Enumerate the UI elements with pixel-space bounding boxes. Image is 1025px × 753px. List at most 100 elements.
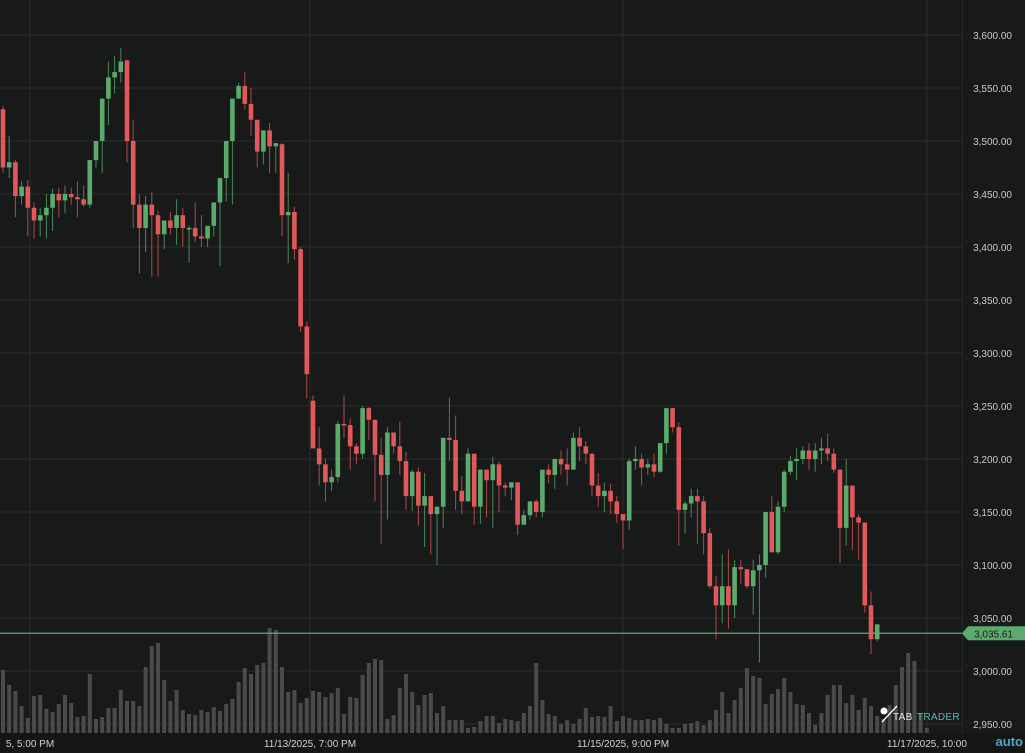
candle[interactable] [118, 47, 124, 83]
candle[interactable] [62, 185, 68, 214]
candle[interactable] [750, 559, 756, 615]
candle[interactable] [471, 453, 477, 525]
candle[interactable] [285, 172, 291, 263]
candle[interactable] [589, 453, 595, 497]
candle[interactable] [509, 482, 514, 501]
candle[interactable] [329, 469, 334, 491]
candle[interactable] [620, 514, 626, 550]
candle[interactable] [583, 440, 589, 465]
candle[interactable] [800, 446, 806, 465]
candle[interactable] [335, 420, 341, 483]
candle[interactable] [56, 187, 62, 218]
candle[interactable] [676, 421, 682, 546]
candle[interactable] [31, 202, 37, 239]
candle[interactable] [639, 453, 644, 486]
candle[interactable] [434, 506, 440, 565]
candle[interactable] [174, 199, 179, 245]
candle[interactable] [378, 437, 384, 544]
candle[interactable] [323, 459, 328, 502]
candle[interactable] [546, 464, 551, 484]
candle[interactable] [769, 496, 775, 553]
candle[interactable] [478, 469, 483, 524]
candle[interactable] [354, 443, 359, 465]
time-axis[interactable]: 5, 5:00 PM 11/13/2025, 7:00 PM 11/15/2025,… [6, 739, 968, 750]
candle[interactable] [267, 122, 272, 173]
candle[interactable] [825, 433, 830, 462]
candle[interactable] [143, 196, 148, 253]
candle-series[interactable] [0, 47, 880, 663]
candle[interactable] [409, 469, 415, 511]
candle[interactable] [819, 437, 824, 465]
candle[interactable] [447, 397, 452, 462]
candle[interactable] [558, 450, 564, 475]
candle[interactable] [81, 185, 86, 207]
candle[interactable] [577, 427, 582, 462]
candle[interactable] [223, 141, 229, 202]
candle[interactable] [242, 72, 248, 110]
candle[interactable] [230, 98, 235, 205]
candle[interactable] [850, 485, 855, 551]
candle[interactable] [149, 191, 155, 277]
candle[interactable] [862, 522, 868, 613]
candle[interactable] [261, 130, 266, 165]
candle[interactable] [341, 395, 347, 438]
candle[interactable] [670, 408, 675, 433]
candle[interactable] [788, 455, 793, 475]
candle[interactable] [794, 448, 799, 481]
candle[interactable] [192, 202, 198, 242]
candle[interactable] [614, 496, 620, 523]
candle[interactable] [465, 448, 471, 502]
candle[interactable] [806, 443, 812, 470]
auto-scale-button[interactable]: auto [995, 734, 1023, 749]
candle[interactable] [527, 501, 533, 520]
candle[interactable] [292, 206, 297, 260]
candle[interactable] [422, 472, 427, 547]
candle[interactable] [744, 569, 750, 589]
candle[interactable] [416, 467, 421, 526]
candle[interactable] [738, 559, 744, 585]
candle[interactable] [626, 459, 632, 531]
candle[interactable] [99, 98, 105, 173]
candle[interactable] [645, 459, 651, 475]
candle[interactable] [595, 472, 601, 507]
candle[interactable] [688, 488, 694, 518]
candle[interactable] [775, 501, 781, 555]
candle[interactable] [37, 207, 43, 237]
candle[interactable] [812, 443, 818, 472]
candle[interactable] [366, 407, 372, 440]
candle[interactable] [25, 180, 31, 237]
candle[interactable] [236, 82, 241, 99]
candle[interactable] [428, 496, 434, 555]
candle[interactable] [186, 225, 192, 263]
candle[interactable] [50, 188, 55, 232]
candle[interactable] [713, 575, 719, 640]
candle[interactable] [732, 559, 737, 618]
candle[interactable] [726, 549, 731, 629]
candle[interactable] [856, 514, 861, 560]
candle[interactable] [515, 482, 520, 536]
candle[interactable] [155, 210, 161, 277]
candle[interactable] [273, 143, 279, 173]
candle[interactable] [657, 443, 663, 473]
candle[interactable] [695, 488, 700, 544]
candle[interactable] [161, 220, 167, 250]
candle[interactable] [533, 499, 539, 518]
candle[interactable] [217, 178, 223, 267]
candle[interactable] [540, 469, 545, 518]
candle[interactable] [298, 247, 303, 332]
candle[interactable] [254, 119, 260, 168]
candle[interactable] [310, 395, 316, 449]
candle[interactable] [13, 160, 18, 218]
candle[interactable] [44, 194, 49, 239]
candle[interactable] [781, 469, 787, 512]
candle[interactable] [701, 496, 706, 555]
candle[interactable] [831, 448, 837, 473]
candle[interactable] [93, 141, 99, 168]
candle[interactable] [360, 406, 365, 459]
candle[interactable] [440, 437, 446, 528]
candle[interactable] [484, 469, 489, 518]
candle[interactable] [391, 432, 396, 454]
candle[interactable] [707, 527, 713, 589]
candle[interactable] [490, 456, 496, 528]
